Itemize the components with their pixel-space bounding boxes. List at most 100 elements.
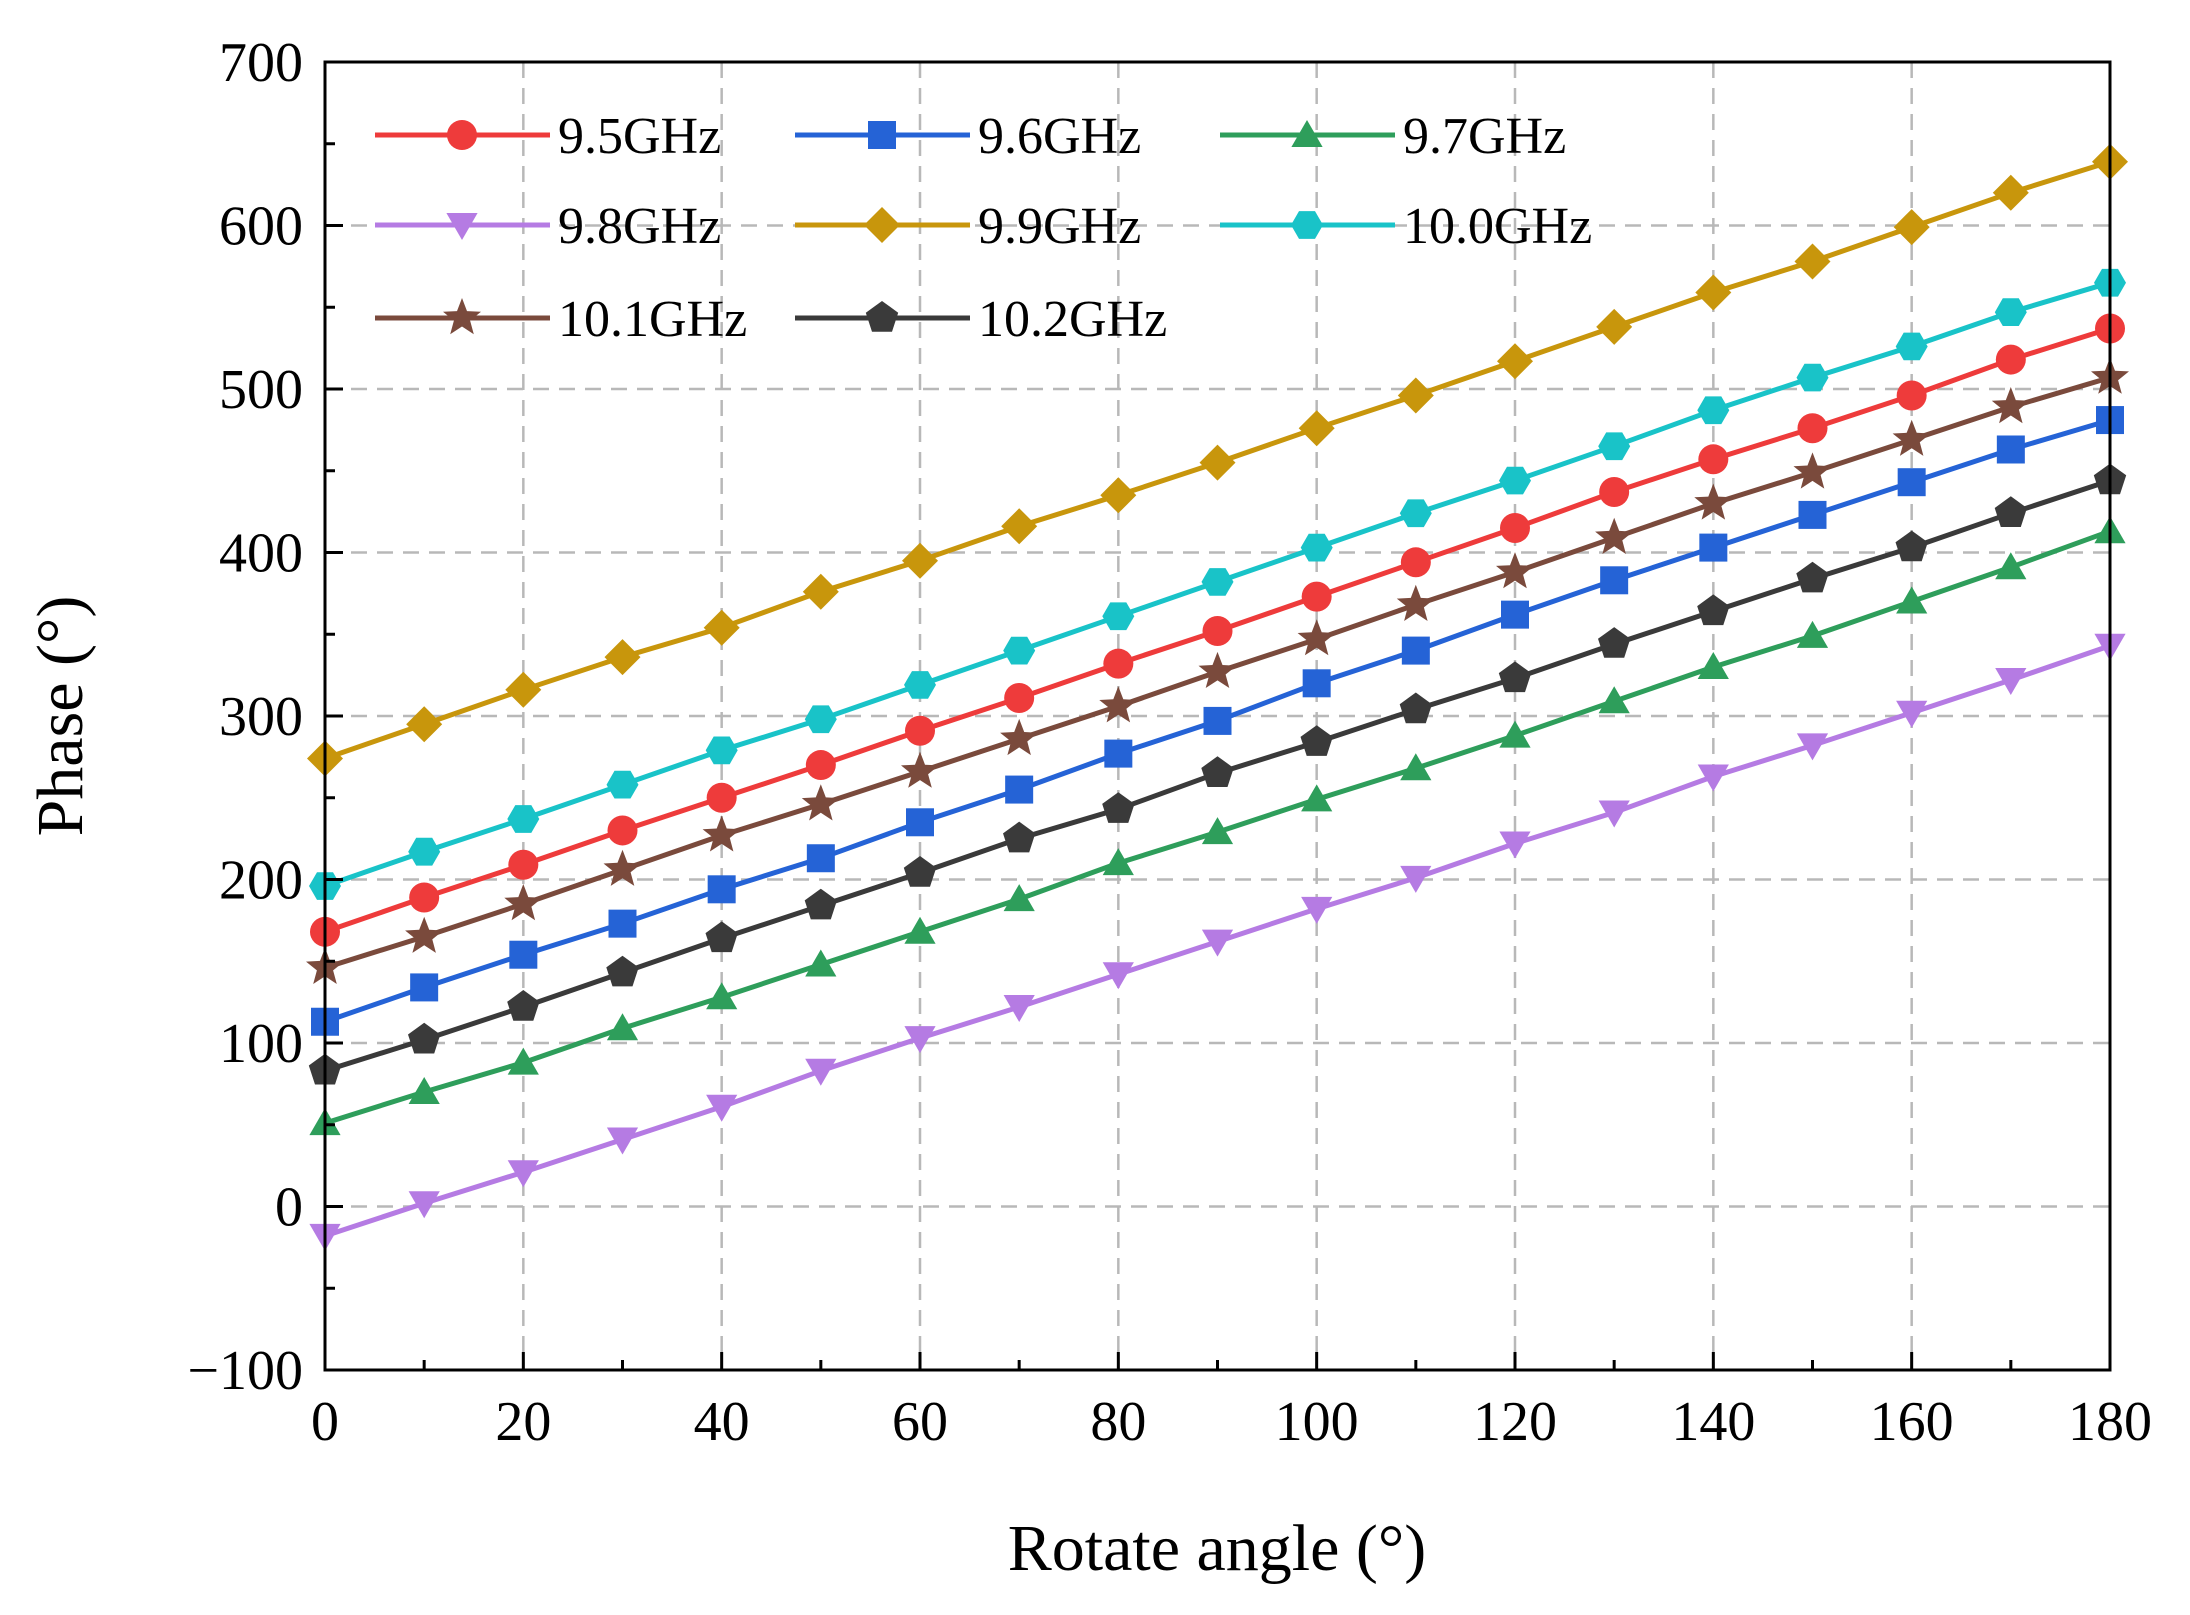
data-point xyxy=(1499,466,1531,495)
data-point xyxy=(1100,477,1137,514)
data-point xyxy=(1897,468,1926,497)
data-point xyxy=(906,808,934,837)
data-point xyxy=(1598,686,1630,714)
data-point xyxy=(1300,533,1333,562)
data-point xyxy=(1297,619,1336,656)
x-tick-label: 80 xyxy=(1090,1391,1146,1453)
data-point xyxy=(705,921,738,953)
data-point xyxy=(902,542,938,579)
data-point xyxy=(1991,387,2030,424)
data-point xyxy=(1694,483,1733,520)
data-point xyxy=(1104,739,1133,768)
data-point xyxy=(1102,792,1135,823)
data-point xyxy=(1992,174,2029,211)
data-point xyxy=(1698,444,1729,475)
data-point xyxy=(1697,396,1730,425)
data-point xyxy=(1796,363,1829,392)
data-point xyxy=(1994,496,2027,527)
data-point xyxy=(408,1191,440,1219)
data-point xyxy=(608,909,637,938)
data-point xyxy=(1499,831,1531,859)
data-point xyxy=(1793,452,1832,489)
data-point xyxy=(408,1022,441,1054)
legend-item: 9.5GHz xyxy=(375,108,721,165)
data-point xyxy=(604,639,641,676)
data-point xyxy=(802,573,839,610)
data-point xyxy=(1102,962,1134,990)
data-point xyxy=(509,940,538,969)
data-point xyxy=(1499,720,1531,748)
data-point xyxy=(804,705,837,734)
data-point xyxy=(703,609,740,646)
data-point xyxy=(606,1013,639,1041)
data-point xyxy=(410,973,439,1002)
data-point xyxy=(805,1058,837,1086)
data-point xyxy=(1400,865,1432,893)
x-tick-label: 40 xyxy=(694,1391,750,1453)
legend: 9.5GHz 9.6GHz 9.7GHz 9.8GHz 9.9GHz 10.0GHz 10.… xyxy=(375,108,1592,348)
series-9.6GHz xyxy=(311,406,2124,1036)
data-point xyxy=(1697,594,1730,626)
x-tick-label: 20 xyxy=(495,1391,551,1453)
data-point xyxy=(904,671,936,699)
data-point xyxy=(1796,620,1829,648)
legend-item: 10.2GHz xyxy=(795,291,1167,348)
data-point xyxy=(1003,821,1036,853)
legend-marker xyxy=(1291,211,1323,239)
data-point xyxy=(1599,477,1630,508)
legend-marker xyxy=(447,120,477,150)
data-point xyxy=(507,990,540,1021)
legend-marker xyxy=(868,121,896,149)
data-point xyxy=(1400,547,1431,578)
legend-marker xyxy=(865,301,899,332)
legend-item: 9.9GHz xyxy=(795,198,1141,255)
legend-marker xyxy=(446,213,478,240)
data-point xyxy=(1497,343,1533,380)
data-point xyxy=(409,882,440,913)
x-tick-label: 160 xyxy=(1870,1391,1954,1453)
data-point xyxy=(1000,718,1039,756)
data-point xyxy=(1697,652,1729,679)
y-tick-label: 700 xyxy=(219,32,303,94)
data-point xyxy=(1796,561,1829,593)
data-point xyxy=(1099,686,1138,723)
data-point xyxy=(1202,615,1233,646)
y-tick-label: 500 xyxy=(219,359,303,421)
data-point xyxy=(1003,995,1035,1022)
data-point xyxy=(1103,648,1134,679)
data-point xyxy=(1401,636,1430,665)
data-point xyxy=(1199,444,1236,481)
data-point xyxy=(1895,530,1928,562)
data-point xyxy=(1896,700,1928,728)
data-point xyxy=(806,844,835,873)
data-point xyxy=(706,1094,738,1122)
x-tick-label: 60 xyxy=(892,1391,948,1453)
series-10.2GHz xyxy=(308,463,2127,1085)
y-tick-label: 600 xyxy=(219,196,303,258)
y-tick-label: 200 xyxy=(219,850,303,912)
data-point xyxy=(1498,661,1532,693)
data-point xyxy=(606,770,639,799)
data-point xyxy=(706,982,738,1010)
data-point xyxy=(1203,706,1232,735)
data-point xyxy=(706,782,737,813)
legend-label: 9.7GHz xyxy=(1403,108,1566,165)
y-tick-label: 100 xyxy=(219,1013,303,1075)
data-point xyxy=(1201,817,1234,845)
data-point xyxy=(1598,627,1631,658)
data-point xyxy=(1102,848,1134,876)
data-point xyxy=(1301,581,1332,612)
data-point xyxy=(508,849,539,880)
data-point xyxy=(1501,600,1529,629)
data-point xyxy=(606,955,639,987)
data-point xyxy=(1896,586,1928,614)
data-point xyxy=(901,751,939,788)
data-point xyxy=(1201,756,1234,787)
data-point xyxy=(1695,274,1732,311)
data-point xyxy=(1004,683,1035,714)
legend-marker xyxy=(864,207,900,243)
data-point xyxy=(1301,784,1333,812)
y-tick-label: 0 xyxy=(275,1177,303,1239)
data-point xyxy=(405,916,444,953)
data-point xyxy=(507,1047,539,1075)
